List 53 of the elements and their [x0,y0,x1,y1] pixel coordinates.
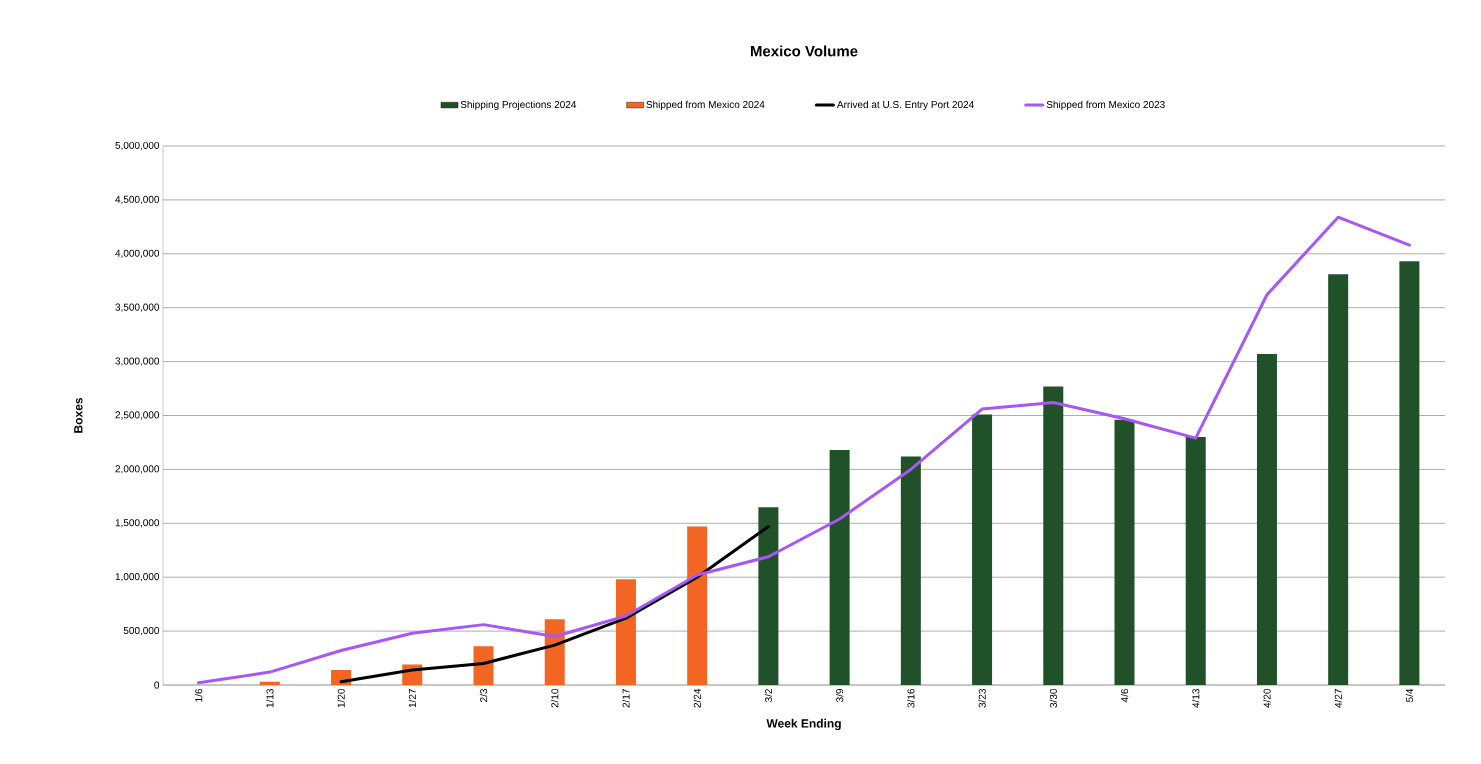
y-axis-title: Boxes [74,397,83,433]
legend-label: Arrived at U.S. Entry Port 2024 [836,100,974,111]
bar [1399,261,1420,685]
y-tick-label: 4,500,000 [115,195,160,205]
x-tick-label: 3/2 [764,689,773,703]
bar [1328,274,1349,685]
x-tick-label: 3/30 [1049,688,1057,708]
bar [758,507,779,685]
legend-label: Shipping Projections 2024 [460,100,577,111]
bar [1043,386,1064,685]
y-tick-label: 0 [154,681,160,689]
line-series [339,525,770,684]
bar [1114,419,1135,685]
legend-label: Shipped from Mexico 2024 [646,100,765,111]
y-tick-label: 500,000 [123,626,160,636]
y-tick-label: 3,000,000 [115,357,160,366]
y-tick-label: 3,500,000 [115,303,160,312]
y-tick-label: 1,500,000 [115,519,160,528]
x-axis-title: Week Ending [766,718,841,731]
bar [259,681,280,685]
bar [972,414,993,685]
bar [900,456,921,685]
y-tick-label: 2,000,000 [115,465,160,474]
legend-label: Shipped from Mexico 2023 [1046,100,1165,111]
bar [615,579,636,685]
x-tick-label: 3/23 [978,688,986,708]
bar [473,646,494,685]
x-tick-label: 1/6 [194,688,203,702]
chart-title: Mexico Volume [750,45,858,57]
y-tick-label: 2,500,000 [115,411,160,420]
x-tick-label: 2/17 [622,689,630,708]
x-tick-label: 4/13 [1192,688,1200,708]
x-tick-label: 1/27 [408,689,416,708]
bar [544,619,565,685]
bar [1256,354,1277,685]
x-tick-label: 2/3 [479,688,488,702]
y-tick-label: 4,000,000 [115,249,160,258]
x-tick-label: 4/27 [1334,689,1342,708]
x-tick-label: 5/4 [1405,688,1414,703]
bar [829,450,850,685]
bar [687,526,708,685]
x-tick-label: 2/10 [551,688,559,708]
y-tick-label: 5,000,000 [115,141,160,151]
x-tick-label: 2/24 [693,688,701,708]
x-tick-label: 1/13 [266,688,274,708]
line-series [197,215,1411,685]
y-tick-label: 1,000,000 [115,573,160,582]
bar [1185,437,1206,685]
x-tick-label: 1/20 [337,688,345,708]
x-tick-label: 4/6 [1120,688,1129,703]
x-tick-label: 3/9 [835,689,844,703]
x-tick-label: 3/16 [907,688,915,708]
x-tick-label: 4/20 [1263,688,1271,708]
